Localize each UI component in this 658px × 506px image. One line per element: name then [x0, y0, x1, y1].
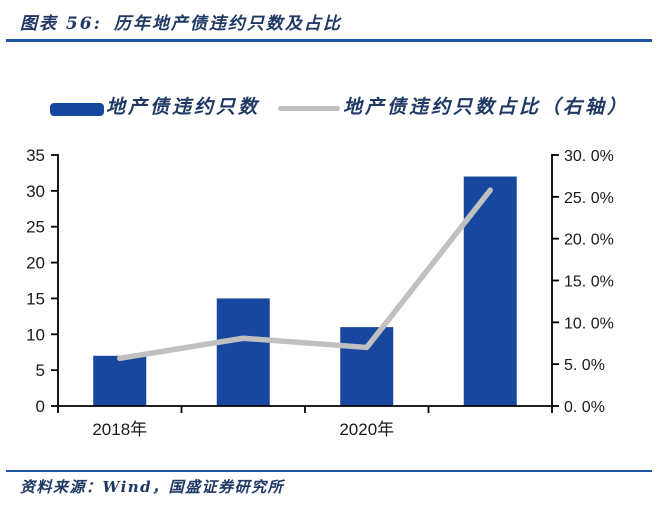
left-axis-tick-label: 35	[26, 146, 45, 165]
left-axis-tick-label: 30	[26, 182, 45, 201]
figure-title: 图表 56: 历年地产债违约只数及占比	[20, 9, 342, 34]
legend-line-swatch	[278, 106, 340, 111]
chart-legend: 地产债违约只数 地产债违约只数占比（右轴）	[0, 92, 658, 122]
right-axis-tick-label: 25. 0%	[564, 190, 614, 207]
left-axis-tick-label: 20	[26, 254, 45, 273]
bar-2019年	[216, 298, 270, 406]
figure-title-text: 历年地产债违约只数及占比	[113, 14, 342, 34]
x-axis-label: 2018年	[92, 420, 147, 439]
left-axis-tick-label: 25	[26, 218, 45, 237]
right-axis-tick-label: 10. 0%	[564, 315, 614, 332]
x-axis-label: 2020年	[339, 420, 394, 439]
right-axis-tick-label: 30. 0%	[564, 148, 614, 165]
bar-2020年	[340, 327, 394, 406]
left-axis-tick-label: 0	[36, 397, 45, 416]
right-axis-tick-label: 0. 0%	[564, 399, 605, 416]
legend-line-label: 地产债违约只数占比（右轴）	[343, 96, 630, 118]
right-axis-tick-label: 5. 0%	[564, 357, 605, 374]
bar-2018年	[93, 355, 147, 406]
source-divider	[6, 470, 652, 472]
legend-bar-swatch	[50, 103, 104, 116]
left-axis-tick-label: 5	[36, 361, 45, 380]
right-axis-tick-label: 20. 0%	[564, 232, 614, 249]
right-axis-tick-label: 15. 0%	[564, 274, 614, 291]
figure-number: 图表 56:	[20, 14, 102, 34]
ratio-line-series	[117, 187, 493, 362]
left-axis-tick-label: 10	[26, 325, 45, 344]
title-divider	[6, 39, 652, 42]
left-axis-tick-label: 15	[26, 289, 45, 308]
legend-bar-label: 地产债违约只数	[106, 96, 261, 118]
source-note: 资料来源：Wind，国盛证券研究所	[20, 478, 285, 496]
